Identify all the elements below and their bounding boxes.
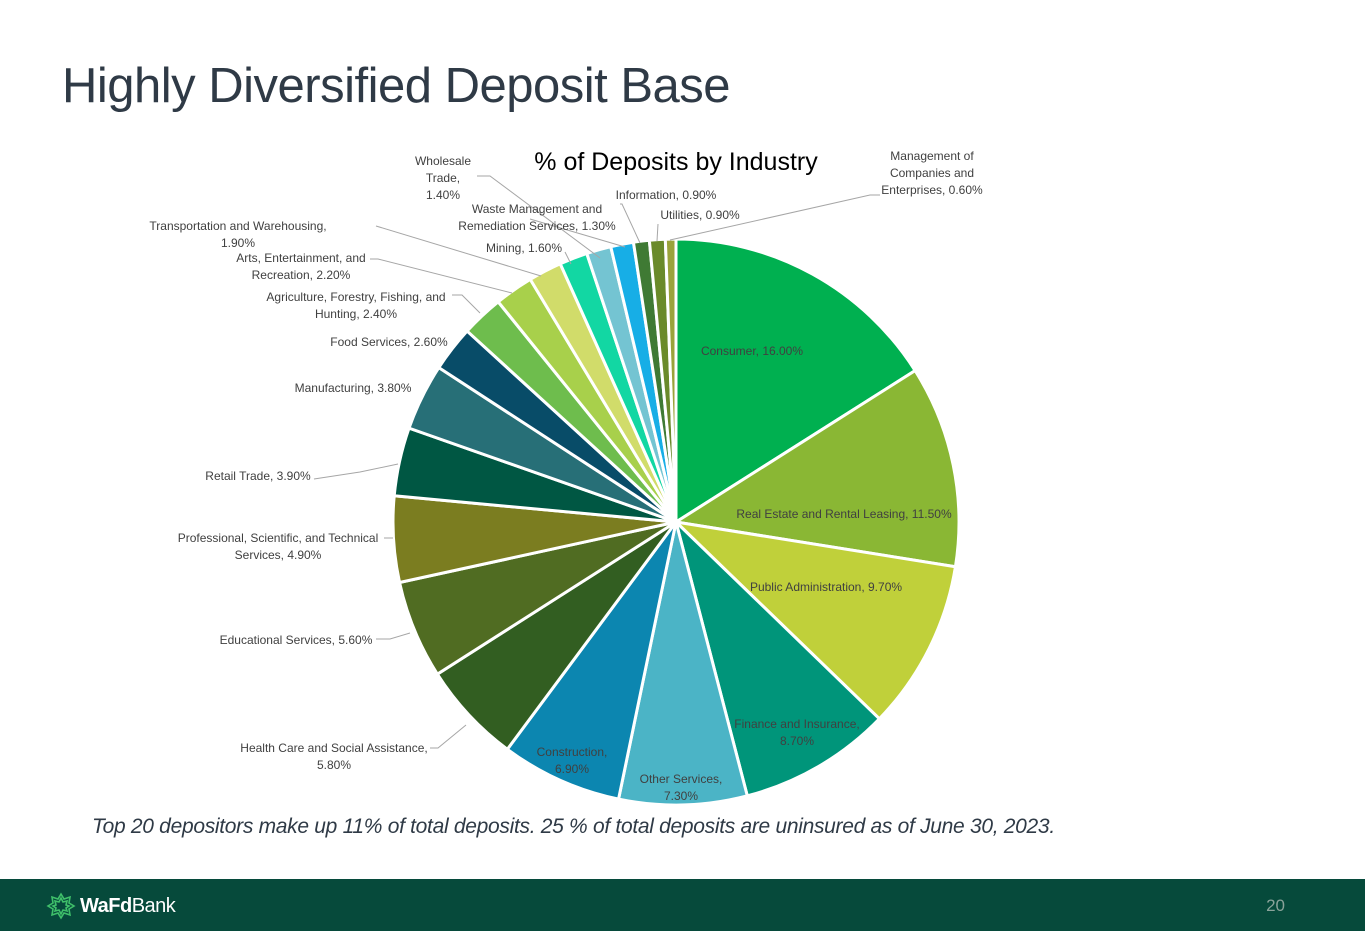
slice-label: Consumer, 16.00% [701,344,803,358]
slice-label: Construction, 6.90% [537,745,608,776]
slice-label: Wholesale Trade, 1.40% [415,154,471,202]
footer-bar: WaFd Bank 20 [0,879,1365,931]
slice-label: Information, 0.90% [616,188,717,202]
slice-label: Mining, 1.60% [486,241,562,255]
slice-label: Health Care and Social Assistance, 5.80% [240,741,427,772]
wafd-logo-icon [46,892,76,920]
slice-label: Waste Management and Remediation Services… [458,202,616,233]
slice-label: Finance and Insurance, 8.70% [734,717,859,748]
leader-line [656,223,659,242]
slice-labels: Consumer, 16.00% Real Estate and Rental L… [149,149,983,803]
pie-slice [673,517,882,798]
slice-label: Management of Companies and Enterprises, 0… [881,149,983,197]
slice-label: Food Services, 2.60% [330,335,448,349]
leader-line [529,218,626,248]
slice-label: Agriculture, Forestry, Fishing, and Hunti… [266,290,445,321]
page-number: 20 [1266,896,1285,915]
wafd-bank-logo: WaFd Bank [46,891,176,921]
logo-text-regular: Bank [131,894,176,917]
logo-text-bold: WaFd [80,894,132,917]
pie-chart: % of Deposits by Industry Consumer, 16.0… [149,148,983,807]
slice-label: Utilities, 0.90% [660,208,740,222]
pie-slice [616,521,750,807]
leader-lines [313,175,880,749]
leader-line [477,175,601,259]
pie-slice [671,368,961,569]
leader-line [370,258,513,294]
slice-label: Retail Trade, 3.90% [205,469,311,483]
leader-line [452,294,481,314]
footnote: Top 20 depositors make up 11% of total d… [92,815,1055,838]
leader-line [375,225,542,277]
slice-label: Arts, Entertainment, and Recreation, 2.20… [236,251,365,282]
pie-slice [674,237,918,525]
slice-label: Professional, Scientific, and Technical S… [178,531,379,562]
leader-line [620,203,641,244]
leader-line [669,194,880,241]
slice-label: Real Estate and Rental Leasing, 11.50% [736,507,952,521]
slice-label: Other Services, 7.30% [640,772,723,803]
pie-slice [671,519,958,721]
leader-line [564,251,572,265]
slice-label: Educational Services, 5.60% [220,633,373,647]
slice-label: Manufacturing, 3.80% [295,381,412,395]
slide-title: Highly Diversified Deposit Base [62,59,731,113]
leader-line [376,632,411,640]
slice-label: Public Administration, 9.70% [750,580,902,594]
chart-title: % of Deposits by Industry [534,148,818,176]
pie-slices [391,237,961,807]
leader-line [430,724,467,749]
slice-label: Transportation and Warehousing, 1.90% [149,219,326,250]
leader-line [313,463,399,480]
pie-slice [505,521,678,801]
